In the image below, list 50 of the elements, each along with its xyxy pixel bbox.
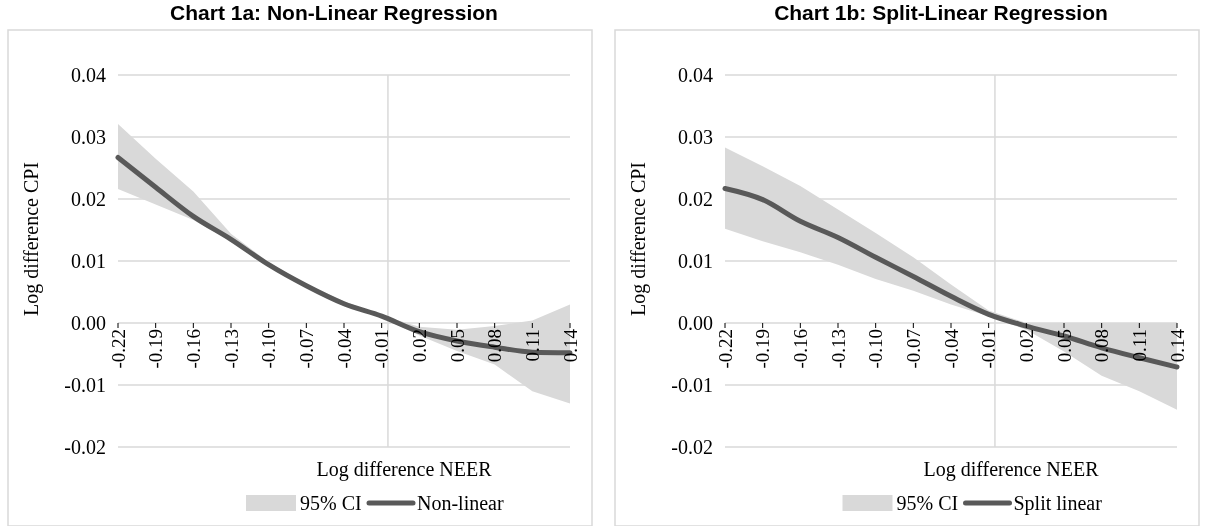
chart-title: Chart 1a: Non-Linear Regression <box>170 1 498 24</box>
y-tick-label: 0.00 <box>71 312 106 334</box>
x-tick-label: 0.14 <box>559 328 581 363</box>
y-tick-label: 0.03 <box>71 126 106 148</box>
y-tick-label: -0.01 <box>671 374 713 396</box>
y-tick-label: -0.02 <box>671 436 713 458</box>
y-axis-title: Log difference CPI <box>627 161 650 317</box>
x-tick-label: -0.07 <box>295 329 317 369</box>
y-tick-label: 0.03 <box>678 126 713 148</box>
x-tick-label: -0.13 <box>220 329 242 369</box>
x-tick-label: 0.14 <box>1166 328 1188 363</box>
x-tick-label: -0.16 <box>182 329 204 369</box>
x-tick-label: -0.01 <box>371 329 393 369</box>
x-tick-label: -0.19 <box>752 329 774 369</box>
x-tick-label: -0.19 <box>145 329 167 369</box>
y-tick-label: 0.04 <box>678 64 713 86</box>
x-axis-title: Log difference NEER <box>923 458 1100 481</box>
legend-label: Split linear <box>1013 492 1103 515</box>
y-axis-title: Log difference CPI <box>20 161 43 317</box>
x-tick-label: 0.02 <box>408 329 430 363</box>
x-tick-label: 0.11 <box>521 329 543 362</box>
x-tick-label: 0.08 <box>1091 329 1113 363</box>
x-axis-title: Log difference NEER <box>316 458 493 481</box>
y-tick-label: 0.00 <box>678 312 713 334</box>
y-tick-label: -0.02 <box>64 436 106 458</box>
x-tick-label: 0.05 <box>1053 329 1075 363</box>
y-tick-label: 0.01 <box>71 250 106 272</box>
y-tick-label: -0.01 <box>64 374 106 396</box>
text: 95% CI <box>300 492 362 514</box>
x-tick-label: -0.10 <box>865 329 887 369</box>
y-tick-label: 0.04 <box>71 64 106 86</box>
x-tick-label: 0.02 <box>1015 329 1037 363</box>
x-tick-label: -0.10 <box>258 329 280 369</box>
x-tick-label: 0.05 <box>446 329 468 363</box>
legend-label: Non-linear <box>417 492 504 514</box>
x-tick-label: -0.13 <box>827 329 849 369</box>
y-tick-label: 0.01 <box>678 250 713 272</box>
x-tick-label: -0.04 <box>333 328 355 369</box>
x-tick-label: 0.11 <box>1128 329 1150 362</box>
x-tick-label: -0.16 <box>789 329 811 369</box>
chart-title: Chart 1b: Split-Linear Regression <box>774 1 1108 24</box>
text: 95% CI <box>896 492 959 514</box>
y-tick-label: 0.02 <box>71 188 106 210</box>
x-tick-label: -0.01 <box>978 329 1000 369</box>
x-tick-label: -0.07 <box>902 329 924 369</box>
x-tick-label: -0.22 <box>107 329 129 369</box>
x-tick-label: 0.08 <box>484 329 506 363</box>
y-tick-label: 0.02 <box>678 188 713 210</box>
x-tick-label: -0.22 <box>714 329 736 369</box>
x-tick-label: -0.04 <box>940 328 962 369</box>
